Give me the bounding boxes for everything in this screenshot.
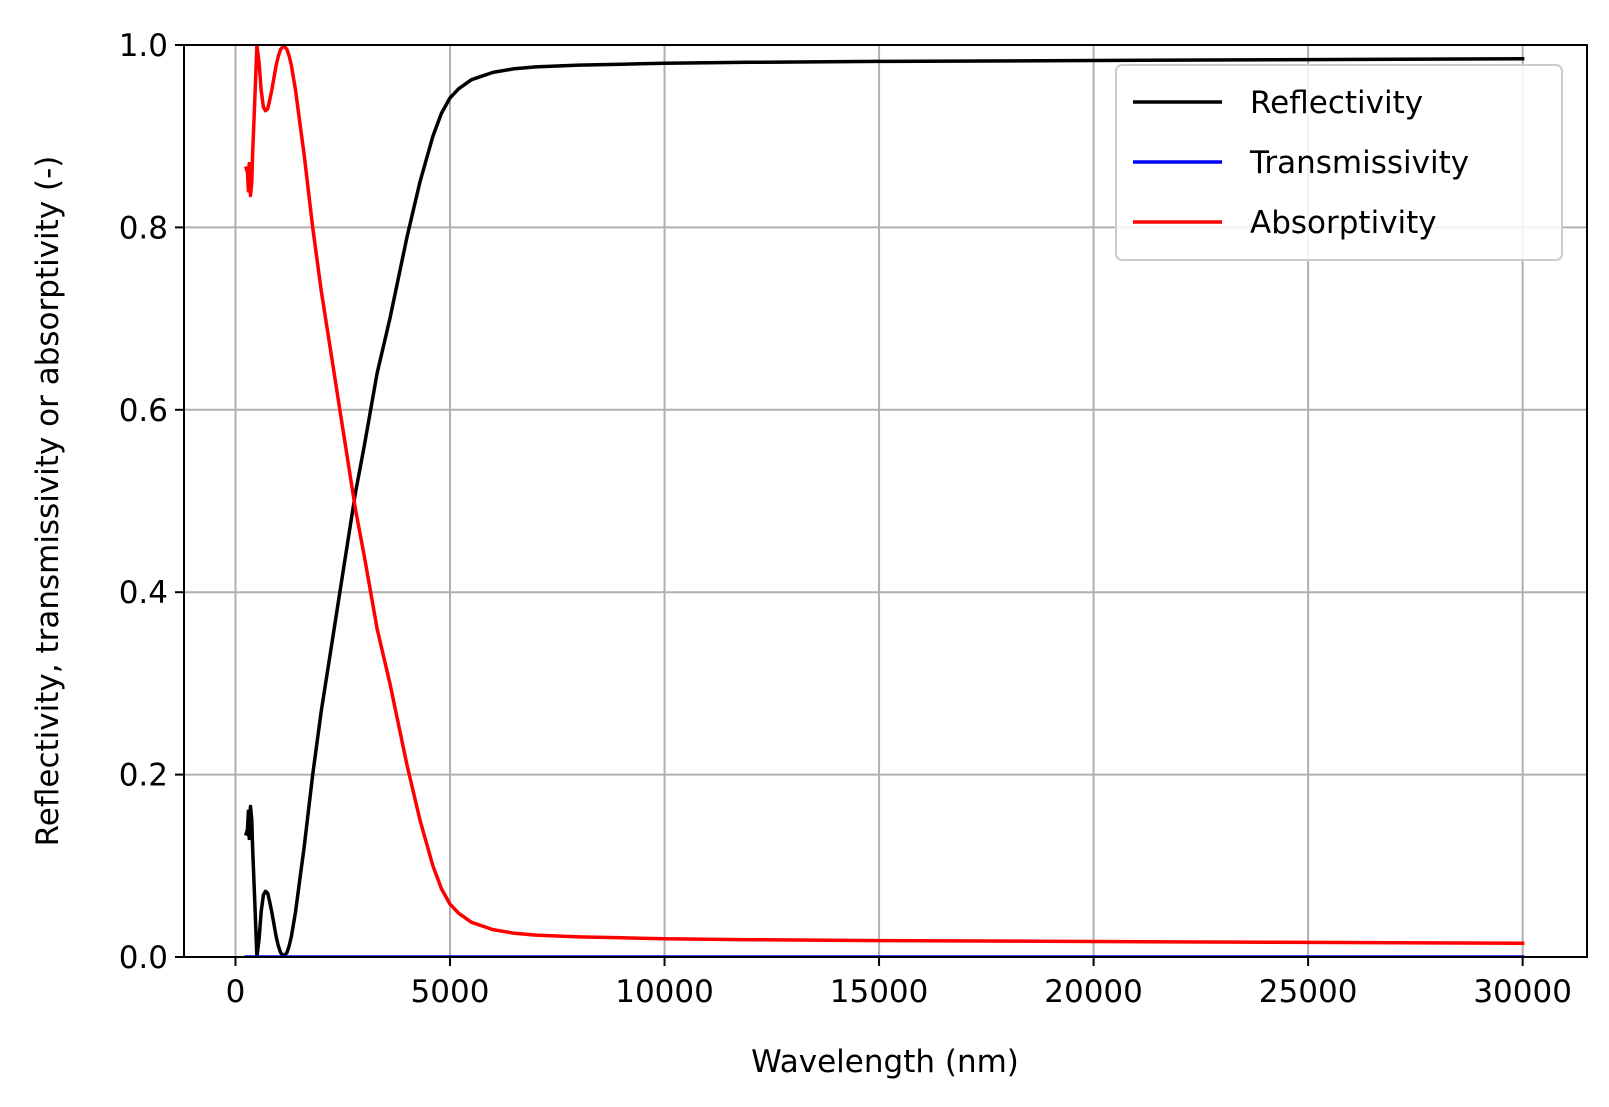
x-tick-label: 5000 (411, 974, 490, 1010)
ticks: 0 5000 10000 15000 20000 25000 30000 0.0 0.2 0.4 0… (119, 28, 1572, 1010)
plot-frame (183, 44, 1588, 958)
y-tick-label: 0.4 (119, 575, 168, 611)
x-axis-label: Wavelength (nm) (751, 1044, 1019, 1080)
series-line-reflectivity (244, 56, 1525, 957)
legend: Reflectivity Transmissivity Absorptivity (1115, 64, 1563, 261)
x-tick-label: 30000 (1473, 974, 1572, 1010)
y-tick-label: 0.8 (119, 210, 168, 246)
y-tick-label: 0.2 (119, 758, 168, 794)
series-layer (244, 45, 1525, 957)
y-tick-label: 1.0 (119, 28, 168, 64)
y-axis-label: Reflectivity, transmissivity or absorpti… (30, 156, 66, 847)
legend-label-absorptivity: Absorptivity (1250, 205, 1437, 241)
legend-label-transmissivity: Transmissivity (1249, 145, 1469, 181)
x-tick-label: 0 (226, 974, 246, 1010)
y-tick-label: 0.0 (119, 940, 168, 976)
series-line-absorptivity (244, 45, 1525, 946)
x-tick-label: 20000 (1044, 974, 1143, 1010)
x-tick-label: 10000 (615, 974, 714, 1010)
legend-label-reflectivity: Reflectivity (1250, 85, 1423, 121)
x-tick-label: 25000 (1259, 974, 1358, 1010)
y-tick-label: 0.6 (119, 393, 168, 429)
x-tick-label: 15000 (830, 974, 929, 1010)
legend-box (1115, 64, 1563, 261)
